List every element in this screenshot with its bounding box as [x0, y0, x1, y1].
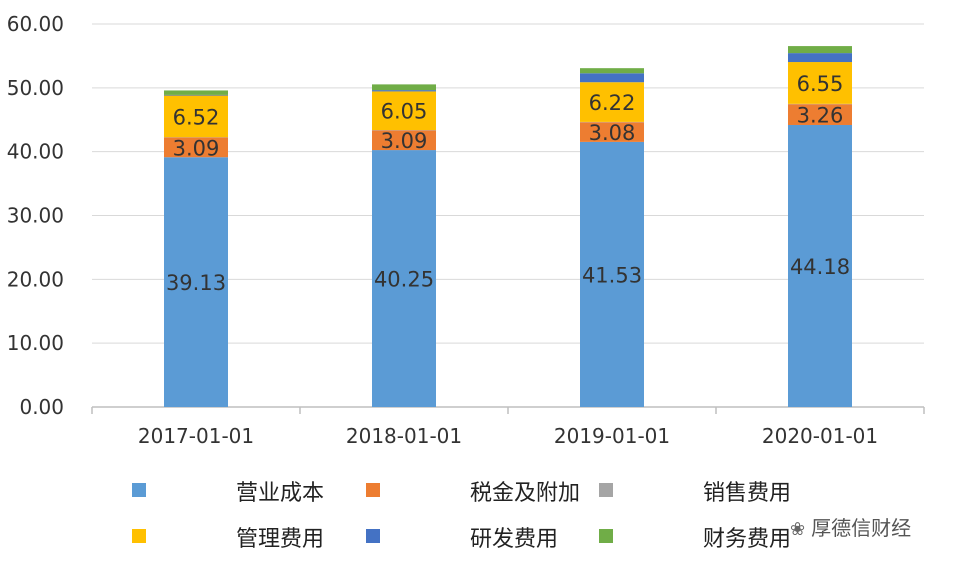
legend-label: 财务费用 [703, 527, 792, 552]
bar-segment [372, 130, 436, 151]
data-label: 3.26 [797, 104, 844, 128]
bar-segment [372, 84, 436, 91]
gridlines [92, 23, 924, 344]
legend-label: 管理费用 [236, 527, 325, 552]
legend-label: 税金及附加 [470, 481, 581, 506]
x-category-label: 2018-01-01 [346, 424, 462, 448]
data-label: 6.55 [797, 72, 844, 96]
data-label: 44.18 [790, 255, 850, 279]
x-category-label: 2020-01-01 [762, 424, 878, 448]
bar-segment [164, 95, 228, 138]
bars [164, 46, 852, 408]
bar-segment [788, 53, 852, 63]
y-tick-label: 0.00 [19, 395, 64, 419]
data-labels: 39.13 3.09 6.52 40.25 3.09 6.05 41.53 3.08 6.22 4… [166, 72, 850, 295]
bar-segment [164, 137, 228, 158]
bar-segment [580, 68, 644, 74]
data-label: 3.09 [173, 136, 220, 160]
legend-swatch [132, 529, 146, 543]
y-tick-label: 20.00 [7, 267, 64, 291]
data-label: 3.08 [589, 121, 636, 145]
watermark-text: 厚德信财经 [811, 516, 912, 540]
legend-label: 营业成本 [236, 481, 325, 506]
bar-segment [788, 62, 852, 104]
bar-segment [164, 157, 228, 407]
legend-swatch [599, 529, 613, 543]
legend-swatch [366, 483, 380, 497]
x-category-label: 2019-01-01 [554, 424, 670, 448]
bar-segment [580, 73, 644, 83]
data-label: 6.52 [173, 105, 220, 129]
wechat-icon: ❀ [790, 519, 806, 540]
bar-segment [580, 141, 644, 408]
legend-swatch [366, 529, 380, 543]
data-label: 6.05 [381, 100, 428, 124]
bar-segment [788, 124, 852, 407]
stacked-bar-chart: 0.00 10.00 20.00 30.00 40.00 50.00 60.00 2017-0… [7, 12, 925, 448]
y-tick-label: 30.00 [7, 204, 64, 228]
bar-segment [788, 46, 852, 54]
legend-label: 销售费用 [703, 481, 792, 506]
y-tick-label: 60.00 [7, 12, 64, 36]
data-label: 39.13 [166, 271, 226, 295]
y-tick-label: 50.00 [7, 76, 64, 100]
y-tick-label: 40.00 [7, 140, 64, 164]
y-tick-label: 10.00 [7, 331, 64, 355]
axes: 0.00 10.00 20.00 30.00 40.00 50.00 60.00 2017-0… [7, 12, 925, 448]
bar-segment [580, 82, 644, 122]
bar-segment [164, 90, 228, 95]
data-label: 3.09 [381, 129, 428, 153]
bar-segment [788, 104, 852, 125]
bar-segment [372, 91, 436, 131]
legend: 营业成本 税金及附加 销售费用管理费用 研发费用 财务费用 [0, 470, 954, 566]
data-label: 40.25 [374, 268, 434, 292]
watermark: ❀ 厚德信财经 [790, 512, 911, 541]
x-category-label: 2017-01-01 [138, 424, 254, 448]
legend-swatch [599, 483, 613, 497]
bar-segment [372, 150, 436, 407]
bar-segment [580, 122, 644, 142]
legend-swatch [132, 483, 146, 497]
data-label: 6.22 [589, 91, 636, 115]
legend-label: 研发费用 [470, 527, 559, 552]
bar-segment [164, 94, 228, 96]
data-label: 41.53 [582, 263, 642, 287]
bar-segment [372, 90, 436, 92]
